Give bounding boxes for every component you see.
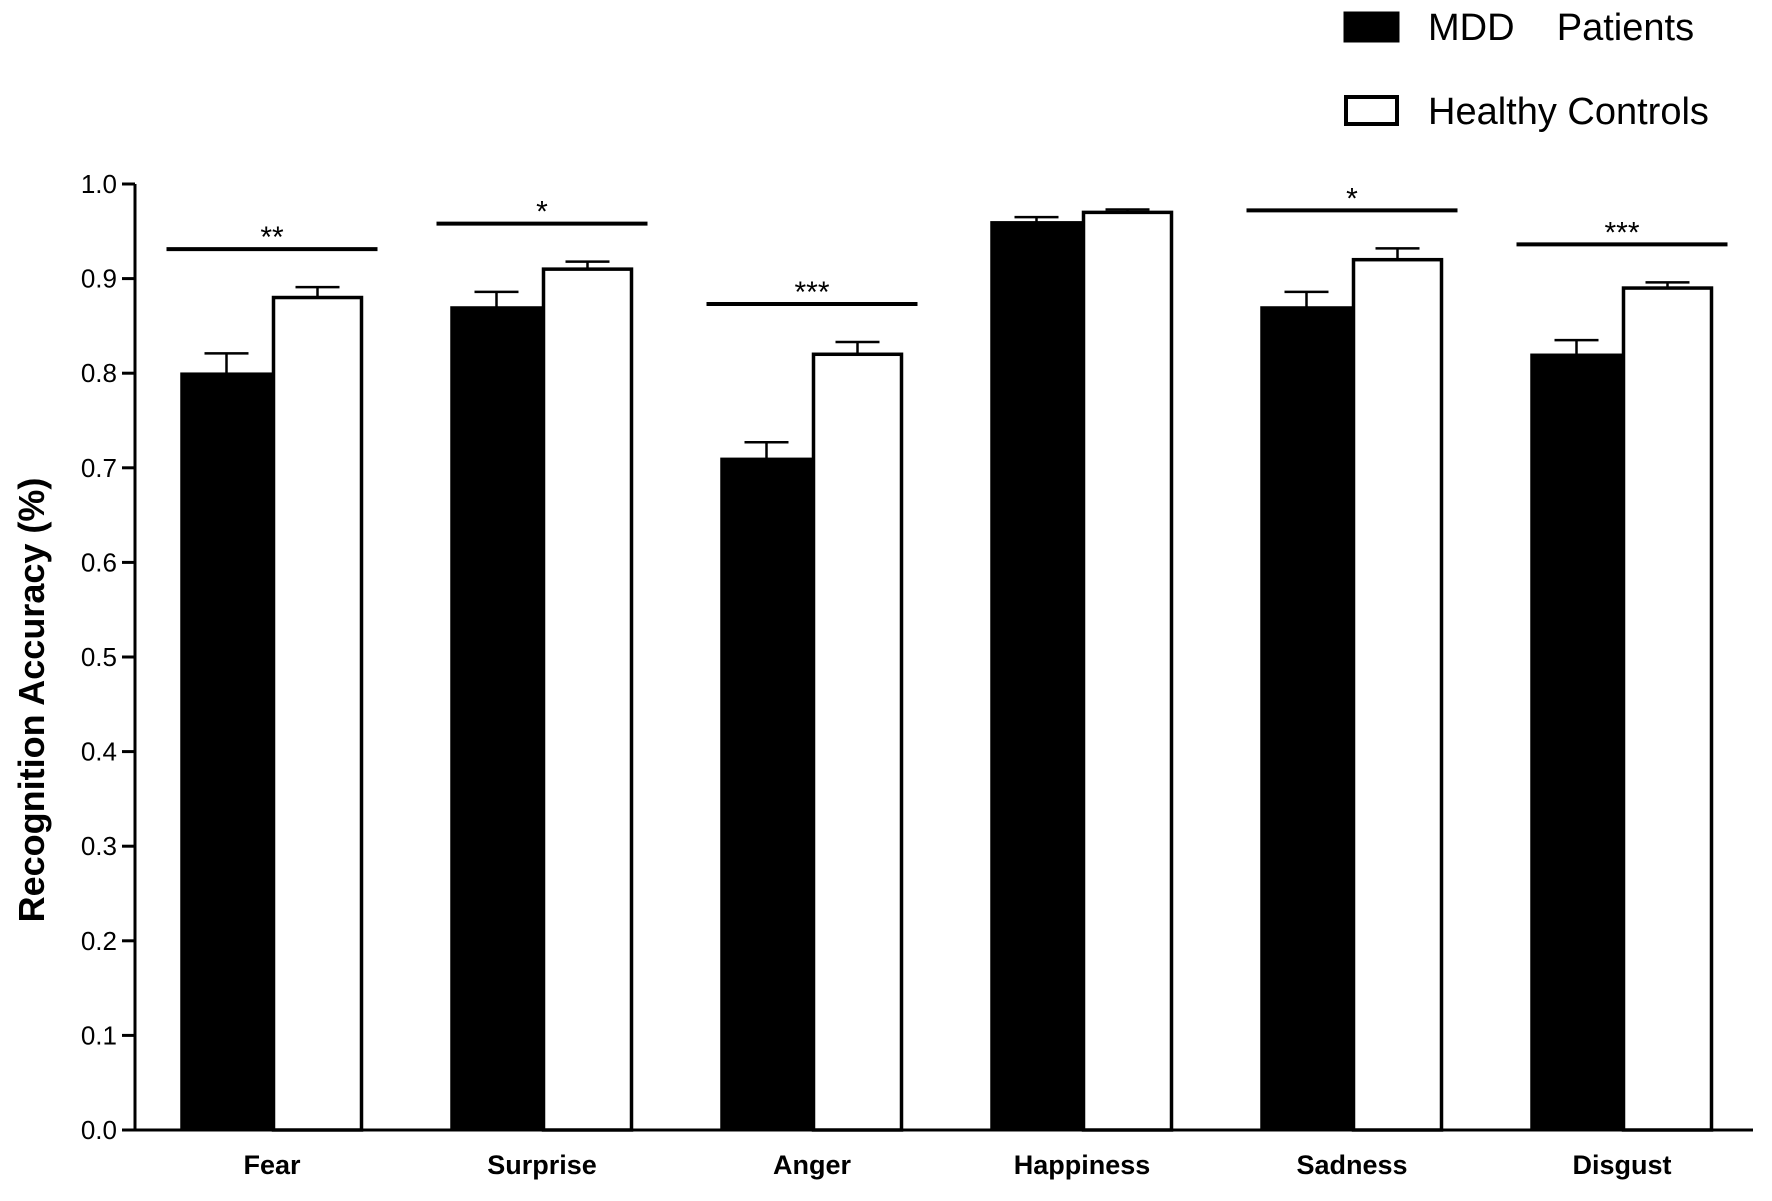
bar-mdd-happiness xyxy=(990,221,1083,1131)
bar-healthy-anger xyxy=(811,352,904,1132)
x-tick-label: Surprise xyxy=(487,1150,597,1180)
y-tick-label: 0.3 xyxy=(81,831,117,861)
bar-healthy-sadness xyxy=(1351,257,1444,1132)
legend-swatch-mdd xyxy=(1343,11,1400,43)
x-tick-label: Sadness xyxy=(1296,1150,1407,1180)
bar-healthy-fear xyxy=(271,295,364,1132)
significance-marker: * xyxy=(536,196,548,229)
y-tick-label: 0.0 xyxy=(81,1115,117,1145)
bar-mdd-disgust xyxy=(1530,353,1623,1131)
bar-mdd-anger xyxy=(720,457,813,1131)
y-axis-label: Recognition Accuracy (%) xyxy=(11,478,52,923)
significance-marker: * xyxy=(1346,182,1358,215)
legend-swatch-healthy xyxy=(1344,95,1399,126)
significance-marker: ** xyxy=(260,221,284,254)
bar-mdd-sadness xyxy=(1260,306,1353,1131)
y-tick-label: 0.9 xyxy=(81,264,117,294)
legend: MDD Patients Healthy Controls xyxy=(1343,7,1709,133)
x-tick-label: Disgust xyxy=(1572,1150,1671,1180)
y-tick-label: 0.7 xyxy=(81,453,117,483)
bar-healthy-disgust xyxy=(1621,286,1714,1132)
bar-mdd-surprise xyxy=(450,306,543,1131)
bar-healthy-surprise xyxy=(541,267,634,1132)
bar-healthy-happiness xyxy=(1081,210,1174,1132)
legend-label-mdd: MDD Patients xyxy=(1428,7,1694,49)
y-tick-label: 0.8 xyxy=(81,358,117,388)
y-tick-label: 1.0 xyxy=(81,169,117,199)
bar-mdd-fear xyxy=(180,372,273,1131)
significance-marker: *** xyxy=(794,276,829,309)
y-tick-label: 0.5 xyxy=(81,642,117,672)
y-tick-label: 0.4 xyxy=(81,737,117,767)
x-tick-label: Anger xyxy=(773,1150,852,1180)
y-tick-label: 0.2 xyxy=(81,926,117,956)
x-tick-label: Fear xyxy=(243,1150,301,1180)
y-tick-label: 0.1 xyxy=(81,1020,117,1050)
y-tick-label: 0.6 xyxy=(81,547,117,577)
legend-label-healthy: Healthy Controls xyxy=(1428,91,1709,133)
significance-marker: *** xyxy=(1604,216,1639,249)
x-tick-label: Happiness xyxy=(1014,1150,1151,1180)
